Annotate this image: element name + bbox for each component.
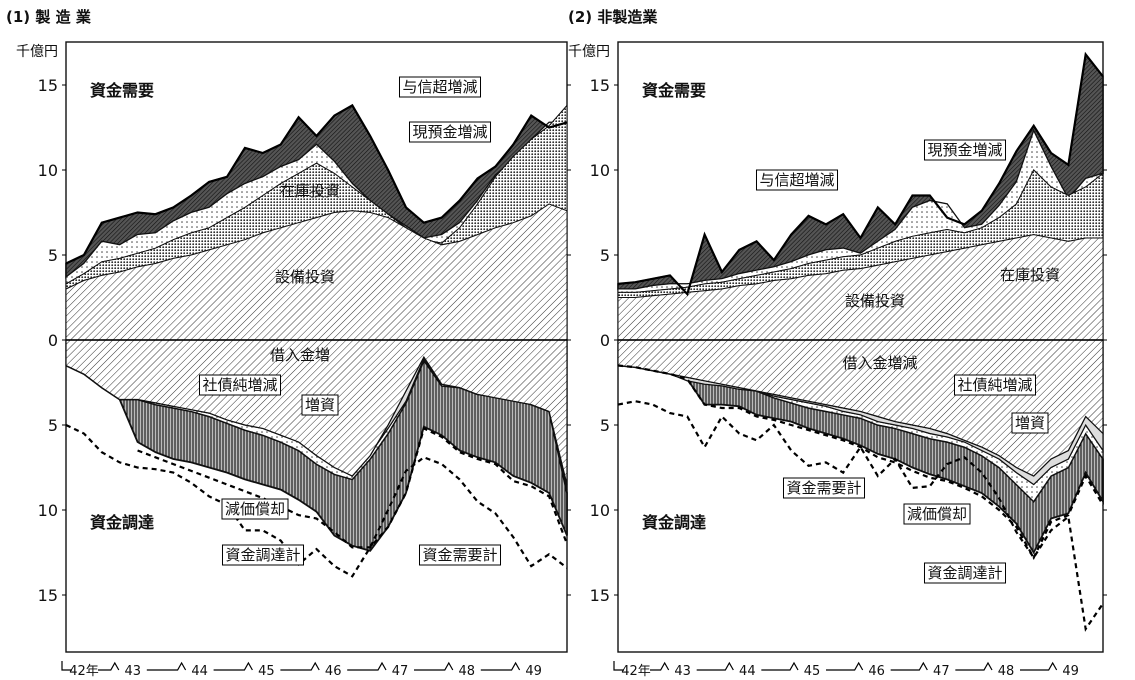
supply-series-label-3: 減価償却 [907, 505, 967, 523]
supply-series-label-2-box [301, 394, 339, 416]
demand-outline [65, 103, 568, 265]
x-tick-label: 46 [868, 664, 885, 679]
x-axis-start [613, 661, 624, 671]
supply-series-label-1: 社債純増減 [202, 376, 277, 394]
x-tick-label: 45 [804, 664, 821, 679]
total-series-label-0: 資金調達計 [225, 546, 300, 564]
demand-outline [617, 51, 1104, 297]
supply-series-label-2: 増資 [1015, 414, 1045, 432]
demand-series-label-1: 在庫投資 [280, 182, 340, 200]
x-tick-label: 47 [392, 664, 409, 679]
total-series-label-1-box [418, 544, 502, 566]
total-series-label-0: 資金調達計 [927, 564, 1002, 582]
chart-panel-manufacturing: 15 10 5 0 5 10 15 千億円 (1) 製 造 業 42年 43 44 45 46 47 48 49… [6, 8, 571, 679]
x-axis-bracket [98, 661, 120, 671]
demand-series-label-0: 設備投資 [275, 268, 335, 286]
x-axis-bracket [890, 661, 928, 671]
x-tick-label: 45 [258, 664, 275, 679]
total-line-0 [617, 364, 1104, 560]
x-tick-label: 49 [1062, 664, 1079, 679]
x-axis-bracket [347, 661, 387, 671]
x-tick-label: 47 [933, 664, 950, 679]
supply-section-label: 資金調達 [90, 513, 154, 532]
panel-title: (2) 非製造業 [568, 8, 658, 26]
x-axis-bracket [761, 661, 799, 671]
x-axis-bracket [650, 661, 670, 671]
total-line-1 [65, 424, 568, 578]
demand-series-label-2-box [923, 139, 1007, 161]
x-tick-label: 44 [739, 664, 756, 679]
y-tick-label: 10 [590, 161, 610, 180]
total-series-label-1: 資金需要計 [422, 546, 497, 564]
x-axis-start [61, 661, 72, 671]
x-axis-bracket [213, 661, 253, 671]
supply-series-label-3-box [221, 498, 289, 520]
x-axis-bracket [696, 661, 734, 671]
demand-series-label-3-box [398, 76, 482, 98]
demand-series-label-3-box [755, 169, 839, 191]
y-tick-label: 5 [48, 246, 58, 265]
demand-section-label: 資金需要 [642, 81, 706, 100]
demand-series-label-2: 現預金増減 [927, 141, 1002, 159]
x-axis-bracket [146, 661, 187, 671]
y-tick-label: 15 [590, 76, 610, 95]
supply-series-label-3-box [903, 503, 971, 525]
y-unit-label: 千億円 [16, 44, 58, 60]
chart-panel-non-manufacturing: 15 10 5 0 5 10 15 千億円 (2) 非製造業 42年 43 44 45 46 47 48 49 資… [568, 8, 1107, 679]
x-axis-bracket [480, 661, 521, 671]
demand-series-label-3: 与信超増減 [402, 78, 477, 96]
total-line-1 [617, 400, 1104, 632]
demand-series-label-2-box [408, 121, 492, 143]
supply-section-label: 資金調達 [642, 513, 706, 532]
x-tick-label: 42年 [621, 664, 651, 679]
y-tick-label: 5 [48, 416, 58, 435]
x-tick-label: 43 [674, 664, 691, 679]
x-axis-bracket [955, 661, 993, 671]
demand-section-label: 資金需要 [90, 81, 154, 100]
y-tick-label: 10 [38, 161, 58, 180]
demand-series-label-0: 設備投資 [845, 292, 905, 310]
total-line-0 [137, 426, 569, 549]
supply-series-label-2: 増資 [305, 396, 335, 414]
y-tick-label: 0 [600, 331, 610, 350]
x-tick-label: 48 [998, 664, 1015, 679]
x-tick-label: 44 [191, 664, 208, 679]
supply-series-label-0: 借入金増 [270, 346, 330, 364]
demand-series-label-1: 在庫投資 [1000, 266, 1060, 284]
demand-series-label-3: 与信超増減 [759, 171, 834, 189]
y-tick-label: 15 [38, 586, 58, 605]
x-axis-bracket [1020, 661, 1058, 671]
x-axis-bracket [826, 661, 864, 671]
y-tick-label: 5 [600, 246, 610, 265]
supply-series-label-1-box [198, 374, 282, 396]
supply-series-label-2-box [1011, 412, 1049, 434]
y-tick-label: 10 [590, 501, 610, 520]
y-tick-label: 15 [38, 76, 58, 95]
total-series-label-0-box [923, 562, 1007, 584]
supply-series-label-0: 借入金増減 [842, 354, 917, 372]
y-tick-label: 0 [48, 331, 58, 350]
x-tick-label: 46 [325, 664, 342, 679]
total-series-label-1-box [782, 477, 866, 499]
supply-series-label-1-box [953, 374, 1037, 396]
y-unit-label: 千億円 [568, 44, 610, 60]
x-tick-label: 42年 [69, 664, 99, 679]
x-axis-bracket [280, 661, 320, 671]
y-tick-label: 15 [590, 586, 610, 605]
total-series-label-1: 資金需要計 [786, 479, 861, 497]
supply-series-label-3: 減価償却 [225, 500, 285, 518]
x-tick-label: 48 [459, 664, 476, 679]
x-tick-label: 43 [125, 664, 142, 679]
supply-series-label-1: 社債純増減 [957, 376, 1032, 394]
x-axis-bracket [414, 661, 454, 671]
x-tick-label: 49 [525, 664, 542, 679]
total-series-label-0-box [221, 544, 305, 566]
panel-title: (1) 製 造 業 [6, 8, 92, 26]
demand-series-label-2: 現預金増減 [412, 123, 487, 141]
y-tick-label: 10 [38, 501, 58, 520]
y-tick-label: 5 [600, 416, 610, 435]
